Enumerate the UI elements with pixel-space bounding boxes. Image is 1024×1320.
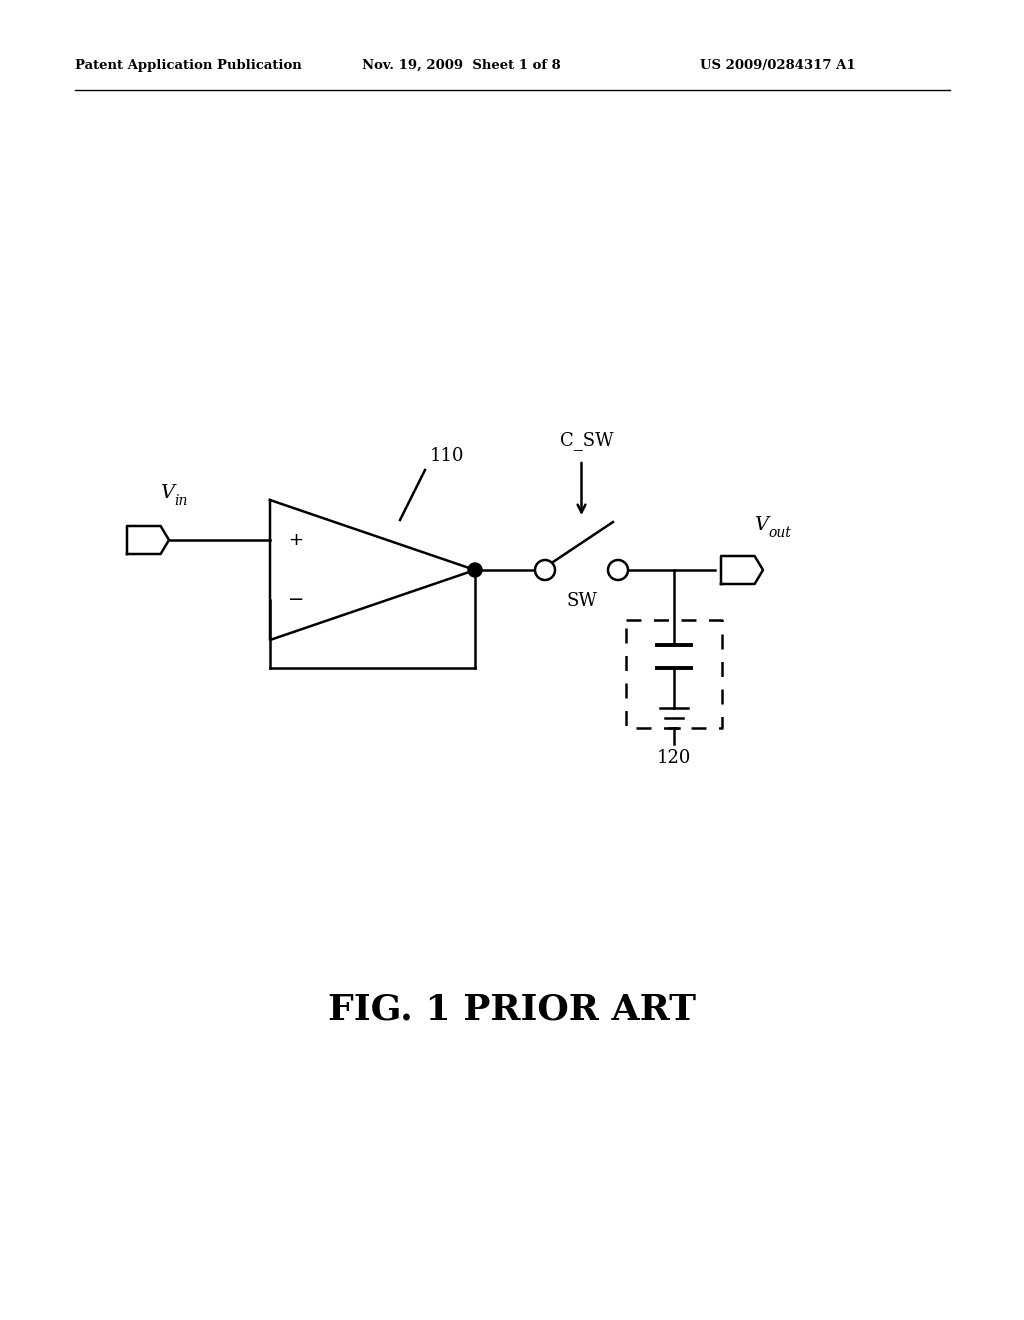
Text: V: V	[160, 484, 174, 502]
Text: Patent Application Publication: Patent Application Publication	[75, 59, 302, 73]
Circle shape	[468, 564, 482, 577]
Text: 120: 120	[656, 748, 691, 767]
Text: C_SW: C_SW	[560, 432, 613, 450]
Text: +: +	[288, 531, 303, 549]
Text: FIG. 1 PRIOR ART: FIG. 1 PRIOR ART	[328, 993, 696, 1027]
Text: in: in	[174, 494, 187, 508]
Text: 110: 110	[430, 447, 465, 465]
Text: out: out	[768, 525, 791, 540]
Text: Nov. 19, 2009  Sheet 1 of 8: Nov. 19, 2009 Sheet 1 of 8	[362, 59, 561, 73]
Text: US 2009/0284317 A1: US 2009/0284317 A1	[700, 59, 856, 73]
Text: V: V	[754, 516, 768, 535]
Text: SW: SW	[566, 591, 597, 610]
Text: −: −	[288, 590, 304, 610]
